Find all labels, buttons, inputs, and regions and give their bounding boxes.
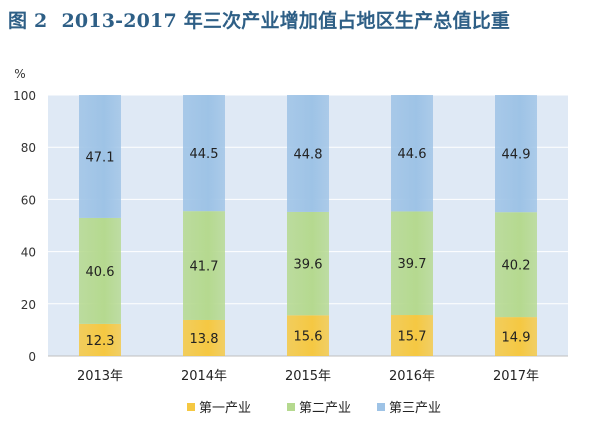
bar-segment	[183, 95, 225, 212]
x-tick-label: 2015年	[285, 369, 331, 384]
bar-segment	[391, 315, 433, 356]
legend-label: 第三产业	[389, 401, 441, 416]
bar-segment	[287, 315, 329, 356]
data-label: 44.8	[294, 147, 323, 162]
data-label: 15.7	[398, 330, 427, 345]
legend-swatch	[377, 403, 385, 411]
figure-label: 图 2	[8, 10, 48, 32]
y-tick-label: 100	[13, 89, 36, 103]
bar-segment	[287, 95, 329, 212]
x-tick-label: 2017年	[493, 369, 539, 384]
bar-segment	[495, 95, 537, 213]
y-tick-label: 40	[21, 246, 36, 260]
data-label: 15.6	[294, 330, 323, 345]
data-label: 13.8	[190, 332, 219, 347]
legend-label: 第二产业	[299, 401, 351, 416]
data-label: 44.9	[502, 148, 531, 163]
bar-segment	[391, 95, 433, 212]
bar-segment	[287, 211, 329, 316]
bar-segment	[391, 211, 433, 316]
y-tick-label: 0	[28, 350, 36, 364]
bar-segment	[79, 217, 121, 324]
x-tick-label: 2014年	[181, 369, 227, 384]
y-tick-label: 20	[21, 298, 36, 312]
bar-segment	[495, 212, 537, 318]
data-label: 39.6	[294, 258, 323, 273]
y-tick-label: 60	[21, 193, 36, 207]
bar-segment	[495, 317, 537, 356]
data-label: 40.2	[502, 259, 531, 274]
y-unit-label: %	[14, 67, 25, 81]
bar-segment	[183, 319, 225, 356]
data-label: 44.5	[190, 147, 219, 162]
x-tick-label: 2016年	[389, 369, 435, 384]
figure-title-text: 2013-2017 年三次产业增加值占地区生产总值比重	[61, 10, 511, 32]
x-tick-label: 2013年	[77, 369, 123, 384]
legend-swatch	[187, 403, 195, 411]
data-label: 47.1	[86, 150, 115, 165]
bar-segment	[183, 211, 225, 320]
data-label: 12.3	[86, 334, 115, 349]
data-label: 40.6	[86, 265, 115, 280]
bar-segment	[79, 323, 121, 356]
data-label: 14.9	[502, 331, 531, 346]
data-label: 39.7	[398, 257, 427, 272]
y-tick-label: 80	[21, 141, 36, 155]
legend-label: 第一产业	[199, 401, 251, 416]
bar-segment	[79, 95, 121, 218]
figure-title: 图 2 2013-2017 年三次产业增加值占地区生产总值比重	[8, 4, 608, 38]
legend-swatch	[287, 403, 295, 411]
data-label: 41.7	[190, 260, 219, 275]
data-label: 44.6	[398, 147, 427, 162]
